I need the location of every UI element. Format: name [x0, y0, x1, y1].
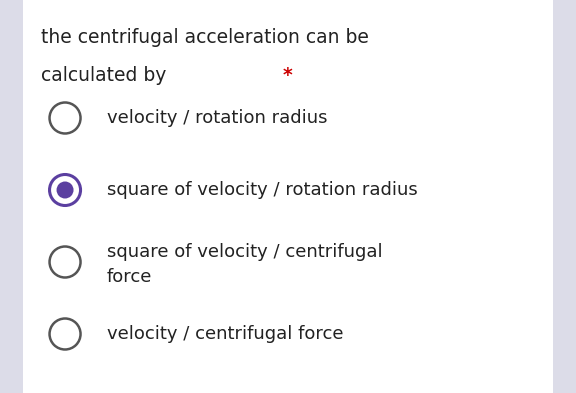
Bar [0, 0, 23, 393]
Text: the centrifugal acceleration can be: the centrifugal acceleration can be [41, 28, 369, 47]
Text: velocity / centrifugal force: velocity / centrifugal force [107, 325, 343, 343]
Circle shape [56, 182, 74, 198]
Text: square of velocity / rotation radius: square of velocity / rotation radius [107, 181, 418, 199]
Text: square of velocity / centrifugal: square of velocity / centrifugal [107, 244, 382, 261]
Text: calculated by: calculated by [41, 66, 172, 85]
Text: *: * [283, 66, 293, 85]
Bar [553, 0, 576, 393]
Text: velocity / rotation radius: velocity / rotation radius [107, 109, 328, 127]
Text: force: force [107, 268, 153, 286]
